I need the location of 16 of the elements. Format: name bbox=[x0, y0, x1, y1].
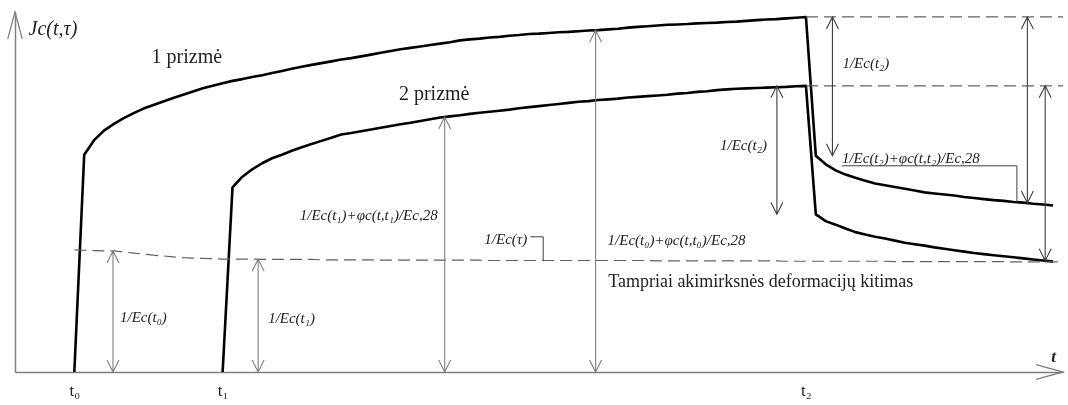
annotation: 1/Ec(t₀) bbox=[119, 308, 167, 326]
annotation: 1/Ec(t₂) bbox=[842, 55, 890, 73]
annotation: 1/Ec(t₁)+φc(t,t₁)/Ec,28 bbox=[299, 207, 439, 225]
series-label: 2 prizmė bbox=[398, 81, 470, 105]
x-tick-label: t₂ bbox=[801, 380, 812, 400]
x-tick-label: t₁ bbox=[217, 380, 229, 400]
annotation: 1/Ec(t₁) bbox=[268, 310, 316, 327]
series-label: Tampriai akimirksnės deformacijų kitimas bbox=[608, 270, 914, 291]
x-axis-title: t bbox=[1051, 346, 1058, 366]
series-label: 1 prizmė bbox=[151, 45, 223, 69]
annotation: 1/Ec(t₂)+φc(t,t₂)/Ec,28 bbox=[841, 149, 981, 167]
annotation: 1/Ec(t₀)+φc(t,t₀)/Ec,28 bbox=[607, 232, 747, 250]
annotation: 1/Ec(t₂) bbox=[720, 137, 767, 155]
annotation: 1/Ec(τ) bbox=[484, 230, 528, 248]
x-tick-label: t₀ bbox=[69, 380, 81, 400]
y-axis-title: Jc(t,τ) bbox=[28, 16, 78, 40]
